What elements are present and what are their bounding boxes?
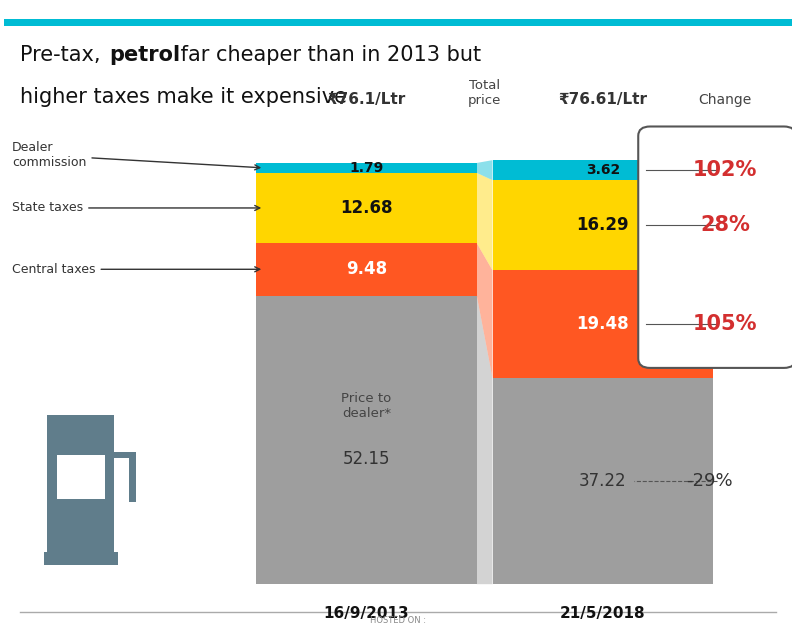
Text: ₹76.1/Ltr: ₹76.1/Ltr <box>327 92 406 107</box>
FancyBboxPatch shape <box>44 552 119 566</box>
FancyBboxPatch shape <box>256 163 477 173</box>
Text: 21/5/2018: 21/5/2018 <box>560 606 646 621</box>
Text: 9.48: 9.48 <box>346 260 387 278</box>
Text: State taxes: State taxes <box>12 202 259 214</box>
Text: Price to
dealer*: Price to dealer* <box>341 392 392 420</box>
FancyBboxPatch shape <box>129 452 136 502</box>
FancyBboxPatch shape <box>115 452 136 458</box>
Text: 3.62: 3.62 <box>586 163 620 177</box>
Text: 28%: 28% <box>700 216 750 235</box>
FancyBboxPatch shape <box>48 415 115 430</box>
Text: Total
price: Total price <box>468 79 501 107</box>
FancyBboxPatch shape <box>256 243 477 296</box>
Text: 12.68: 12.68 <box>340 199 392 217</box>
Polygon shape <box>477 296 493 584</box>
FancyBboxPatch shape <box>493 180 713 270</box>
FancyBboxPatch shape <box>57 455 105 499</box>
FancyBboxPatch shape <box>493 378 713 584</box>
FancyBboxPatch shape <box>638 126 796 368</box>
Text: 1.79: 1.79 <box>349 161 384 175</box>
Polygon shape <box>477 173 493 270</box>
Text: higher taxes make it expensive: higher taxes make it expensive <box>20 87 347 107</box>
Text: 52.15: 52.15 <box>343 449 390 468</box>
Text: 16/9/2013: 16/9/2013 <box>324 606 409 621</box>
Polygon shape <box>477 160 493 180</box>
Text: Dealer
commission: Dealer commission <box>12 142 259 170</box>
FancyBboxPatch shape <box>493 270 713 378</box>
Text: Change: Change <box>698 93 751 107</box>
FancyBboxPatch shape <box>493 160 713 180</box>
Text: -29%: -29% <box>686 472 732 490</box>
Text: 105%: 105% <box>693 314 757 334</box>
Text: 16.29: 16.29 <box>576 216 629 234</box>
Text: ₹76.61/Ltr: ₹76.61/Ltr <box>558 92 647 107</box>
FancyBboxPatch shape <box>48 430 115 552</box>
Text: Pre-tax,: Pre-tax, <box>20 45 107 64</box>
Text: 102%: 102% <box>693 160 757 180</box>
Text: 19.48: 19.48 <box>576 315 629 333</box>
Text: far cheaper than in 2013 but: far cheaper than in 2013 but <box>174 45 481 64</box>
FancyBboxPatch shape <box>256 173 477 243</box>
Text: petrol: petrol <box>109 45 180 64</box>
Polygon shape <box>477 243 493 378</box>
FancyBboxPatch shape <box>4 18 792 26</box>
FancyBboxPatch shape <box>256 296 477 584</box>
Text: 37.22: 37.22 <box>579 472 626 490</box>
Text: Central taxes: Central taxes <box>12 263 259 276</box>
Text: HOSTED ON :: HOSTED ON : <box>370 616 426 624</box>
